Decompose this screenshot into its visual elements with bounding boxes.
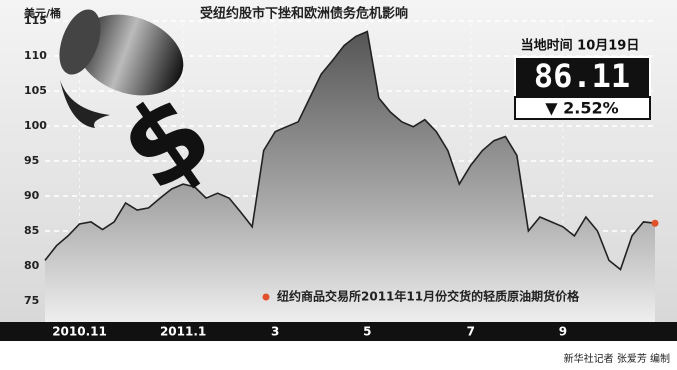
y-tick-label: 80 (24, 259, 40, 272)
x-tick-label: 7 (467, 325, 475, 339)
price-box (514, 56, 651, 98)
price-annotation: 86.11 (534, 57, 630, 95)
y-tick-label: 85 (24, 224, 39, 237)
y-tick-label: 115 (24, 14, 47, 27)
y-tick-label: 95 (24, 154, 39, 167)
y-axis-label: 美元/桶 (24, 6, 61, 20)
y-tick-label: 105 (24, 84, 47, 97)
x-tick-label: 9 (559, 325, 567, 339)
source: 新华社记者 张爱芳 编制 (564, 352, 670, 365)
x-axis-band (0, 322, 677, 341)
x-tick-label: 3 (271, 325, 279, 339)
y-tick-label: 90 (24, 189, 40, 202)
y-tick-label: 110 (24, 49, 47, 62)
y-tick-label: 100 (24, 119, 47, 132)
change-box (514, 96, 651, 120)
x-tick-label: 5 (363, 325, 371, 339)
oil-barrel (59, 9, 184, 128)
legend-note: 纽约商品交易所2011年11月份交货的轻质原油期货价格 (277, 289, 580, 304)
chart-title: 受纽约股市下挫和欧洲债务危机影响 (200, 6, 408, 22)
line (44, 30, 656, 271)
x-tick-label: 2010.11 (52, 325, 107, 339)
x-tick-label: 2011.1 (160, 325, 206, 339)
y-tick-label: 75 (24, 294, 39, 307)
change-annotation: ▼ 2.52% (545, 99, 618, 118)
last-point (651, 219, 659, 227)
area (45, 31, 655, 322)
date-annotation: 当地时间 10月19日 (521, 38, 640, 54)
legend-marker (262, 293, 270, 301)
